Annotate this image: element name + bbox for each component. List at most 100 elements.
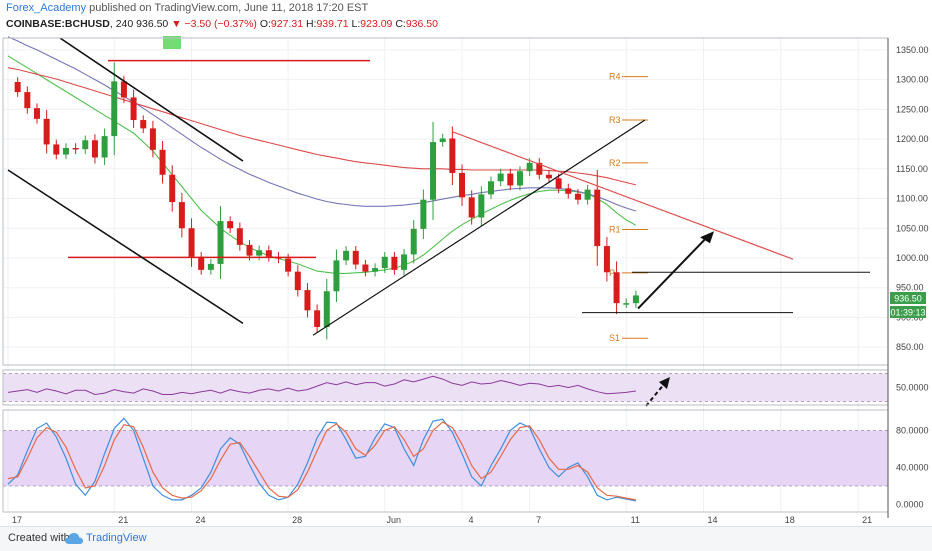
stoch-band [3,429,888,487]
rsi-arrow-head-icon [659,377,670,389]
pivot-label-2: R2 [609,158,621,168]
time-tick-label-2: 24 [196,515,206,525]
last-price-badge [890,292,926,304]
candle-body-15 [149,128,156,150]
candle-body-41 [401,254,408,270]
candle-body-25 [246,244,253,256]
candle-body-12 [120,81,127,98]
candle-body-24 [236,228,243,245]
candle-body-52 [507,173,514,186]
author-link[interactable]: Forex_Academy [6,2,87,14]
open-value: 927.31 [270,18,304,30]
candle-body-23 [227,221,234,229]
candle-body-61 [594,189,601,247]
candle-body-45 [439,138,446,143]
price-tick-label-10: 1350.00 [896,45,929,55]
time-tick-label-5: 4 [469,515,474,525]
published-text: published on TradingView.com, June 11, 2… [89,2,369,14]
down-triangle-icon: ▼ [171,18,182,30]
candle-body-17 [169,174,176,203]
candle-body-56 [545,174,552,179]
stoch-tick-label-2: 80.0000 [896,425,929,435]
time-axis: 17 21 24 28 Jun 4 7 11 14 18 21 [12,515,872,525]
candle-body-9 [91,140,98,158]
candle-body-16 [159,149,166,175]
projection-arrow-shaft [637,236,708,310]
candle-body-63 [613,272,620,304]
price-tick-label-9: 1300.00 [896,75,929,85]
price-tick-label-4: 1050.00 [896,223,929,233]
stoch-tick-label-0: 0.0000 [896,500,924,510]
price-tick-label-3: 1000.00 [896,253,929,263]
candle-body-44 [430,142,437,200]
price-tick-label-8: 1250.00 [896,104,929,114]
rsi-band [3,373,888,402]
price-tick-label-0: 850.00 [896,342,924,352]
candle-body-36 [352,250,359,265]
candle-body-32 [314,310,321,327]
candle-body-22 [217,221,224,264]
candle-body-65 [632,295,639,304]
pivot-levels: R4 R3 R2 R1 P S1 [609,72,648,343]
candle-body-60 [584,189,591,200]
pivot-label-1: R3 [609,115,621,125]
high-value: 939.71 [316,18,349,30]
symbol: COINBASE:BCHUSD [6,18,110,30]
candle-body-6 [62,147,69,155]
footer: Created with TradingView [0,526,932,551]
candle-body-21 [207,263,214,270]
channel-lower [7,169,244,325]
time-tick-label-6: 7 [536,515,541,525]
candle-body-19 [188,228,195,257]
candle-body-30 [294,271,301,291]
candle-body-50 [488,181,494,195]
candle-body-35 [343,250,350,261]
time-tick-label-0: 17 [12,515,22,525]
candles [14,62,639,340]
price-change: −3.50 (−0.37%) [184,18,257,30]
drawings [7,37,870,407]
falling-trendline [452,131,794,260]
green-marker [163,36,181,49]
channel-upper [59,37,244,162]
candle-body-34 [333,260,340,292]
pivot-label-3: R1 [609,224,621,234]
candle-body-8 [82,140,89,150]
close-value: 936.50 [405,18,438,30]
pivot-label-0: R4 [609,72,621,82]
stoch-line-0 [7,417,637,502]
panel-border-0 [2,37,889,366]
candle-body-38 [372,268,379,272]
stoch-band-fill [3,430,888,487]
pivot-label-4: P [609,268,615,278]
candle-body-43 [420,199,427,229]
candle-body-29 [285,258,292,272]
rsi-arrow-shaft [645,382,666,407]
close-label: C: [395,18,406,30]
created-with-text: Created with [8,532,70,544]
grid [3,38,888,512]
candle-body-40 [391,256,398,270]
tradingview-link[interactable]: TradingView [86,532,147,544]
price-tick-label-7: 1200.00 [896,134,929,144]
candle-body-10 [101,136,108,158]
candle-body-54 [526,162,533,172]
price-badges: 936.50 01:39:13 [890,292,926,318]
low-label: L: [351,18,361,30]
time-tick-label-8: 14 [708,515,718,525]
candle-body-18 [178,202,185,229]
open-label: O: [259,18,271,30]
candle-body-58 [565,188,572,194]
candle-body-31 [304,290,311,311]
oscillators [7,375,637,502]
rsi-band-fill [3,373,888,402]
price-tick-label-2: 950.00 [896,283,924,293]
candle-body-55 [536,162,543,175]
stoch-tick-label-1: 40.0000 [896,462,929,472]
panel-frame [2,37,889,518]
cloud-logo-icon [65,533,83,544]
candle-body-47 [459,172,466,198]
candle-body-57 [555,178,562,189]
countdown-badge-text: 01:39:13 [890,308,925,318]
